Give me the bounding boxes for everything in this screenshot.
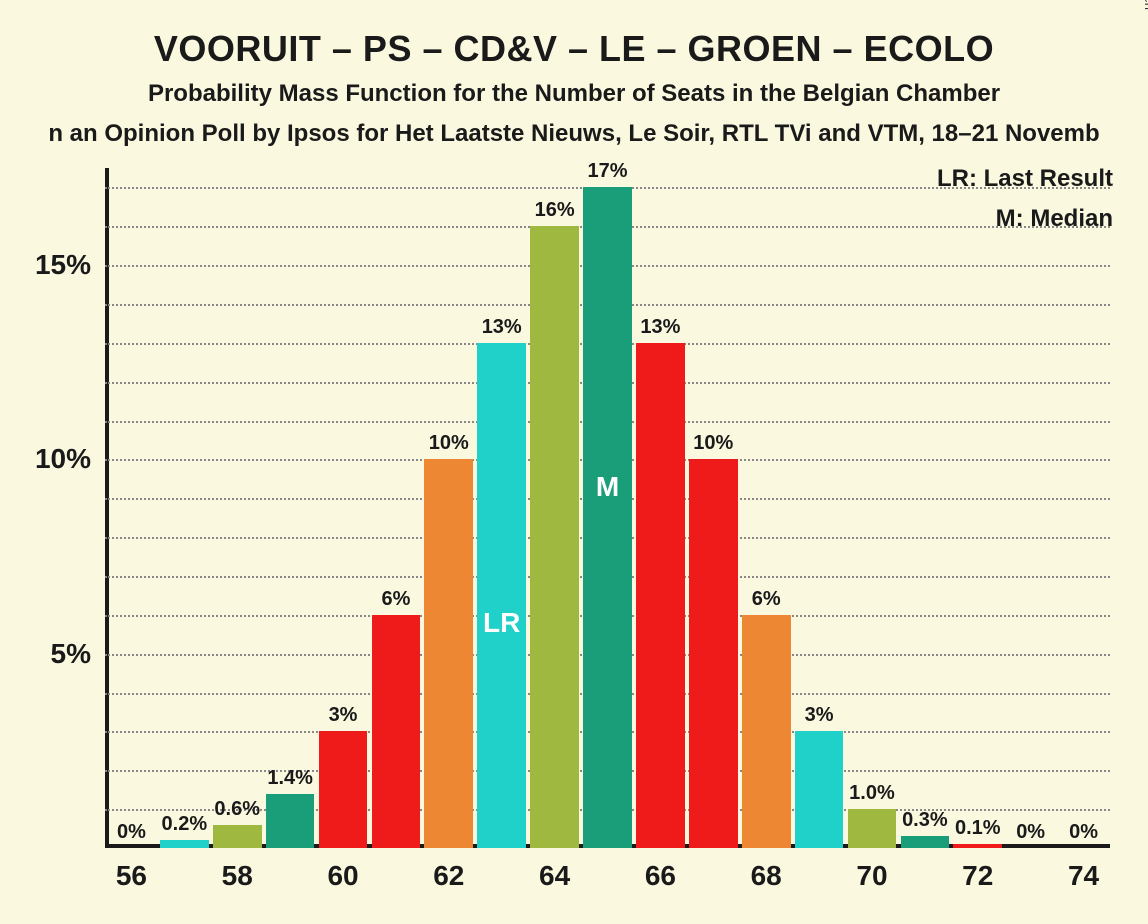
bar: 0.3% [901,836,950,848]
bar-value-label: 17% [587,160,627,187]
bar: 17%M [583,187,632,848]
bar: 0.2% [160,840,209,848]
x-tick-label: 74 [1068,848,1099,892]
bar: 6% [742,615,791,848]
bar: 10% [424,459,473,848]
bar-value-label: 6% [752,588,781,615]
bar: 3% [319,731,368,848]
bar-value-label: 3% [329,704,358,731]
x-tick-label: 68 [751,848,782,892]
bar-value-label: 13% [640,316,680,343]
x-tick-label: 62 [433,848,464,892]
bar: 16% [530,226,579,848]
bar-value-label: 0% [1069,821,1098,848]
bar: 1.4% [266,794,315,848]
x-tick-label: 64 [539,848,570,892]
x-tick-label: 58 [222,848,253,892]
y-tick-label: 5% [51,638,105,670]
chart-plot-area: 5%10%15%565860626466687072740%0.2%0.6%1.… [105,168,1110,848]
bar: 10% [689,459,738,848]
bar-value-label: 1.4% [267,767,313,794]
bar-value-label: 0.2% [162,813,208,840]
x-tick-label: 56 [116,848,147,892]
bar-value-label: 1.0% [849,782,895,809]
x-tick-label: 66 [645,848,676,892]
bar-value-label: 16% [535,199,575,226]
copyright-text: © 2025 Filip van Laenen [1142,0,1148,10]
median-marker: M [583,471,632,503]
x-tick-label: 60 [327,848,358,892]
bar: 1.0% [848,809,897,848]
bar: 0.1% [953,844,1002,848]
bar-value-label: 0% [1016,821,1045,848]
bar: 3% [795,731,844,848]
bar-value-label: 6% [381,588,410,615]
chart-subtitle-1: Probability Mass Function for the Number… [0,80,1148,108]
bar-value-label: 0.3% [902,809,948,836]
bar-value-label: 13% [482,316,522,343]
bar: 6% [372,615,421,848]
bar-value-label: 10% [429,432,469,459]
bar-value-label: 0.6% [214,798,260,825]
y-tick-label: 10% [35,443,105,475]
last-result-marker: LR [477,607,526,639]
x-tick-label: 70 [856,848,887,892]
y-tick-label: 15% [35,249,105,281]
x-tick-label: 72 [962,848,993,892]
bar-value-label: 0% [117,821,146,848]
bar: 0.6% [213,825,262,848]
bar-value-label: 0.1% [955,817,1001,844]
bar-value-label: 10% [693,432,733,459]
bar-value-label: 3% [805,704,834,731]
chart-title: VOORUIT – PS – CD&V – LE – GROEN – ECOLO [0,28,1148,70]
y-axis [105,168,109,848]
bar: 13%LR [477,343,526,848]
chart-subtitle-2: n an Opinion Poll by Ipsos for Het Laats… [0,120,1148,148]
bar: 13% [636,343,685,848]
